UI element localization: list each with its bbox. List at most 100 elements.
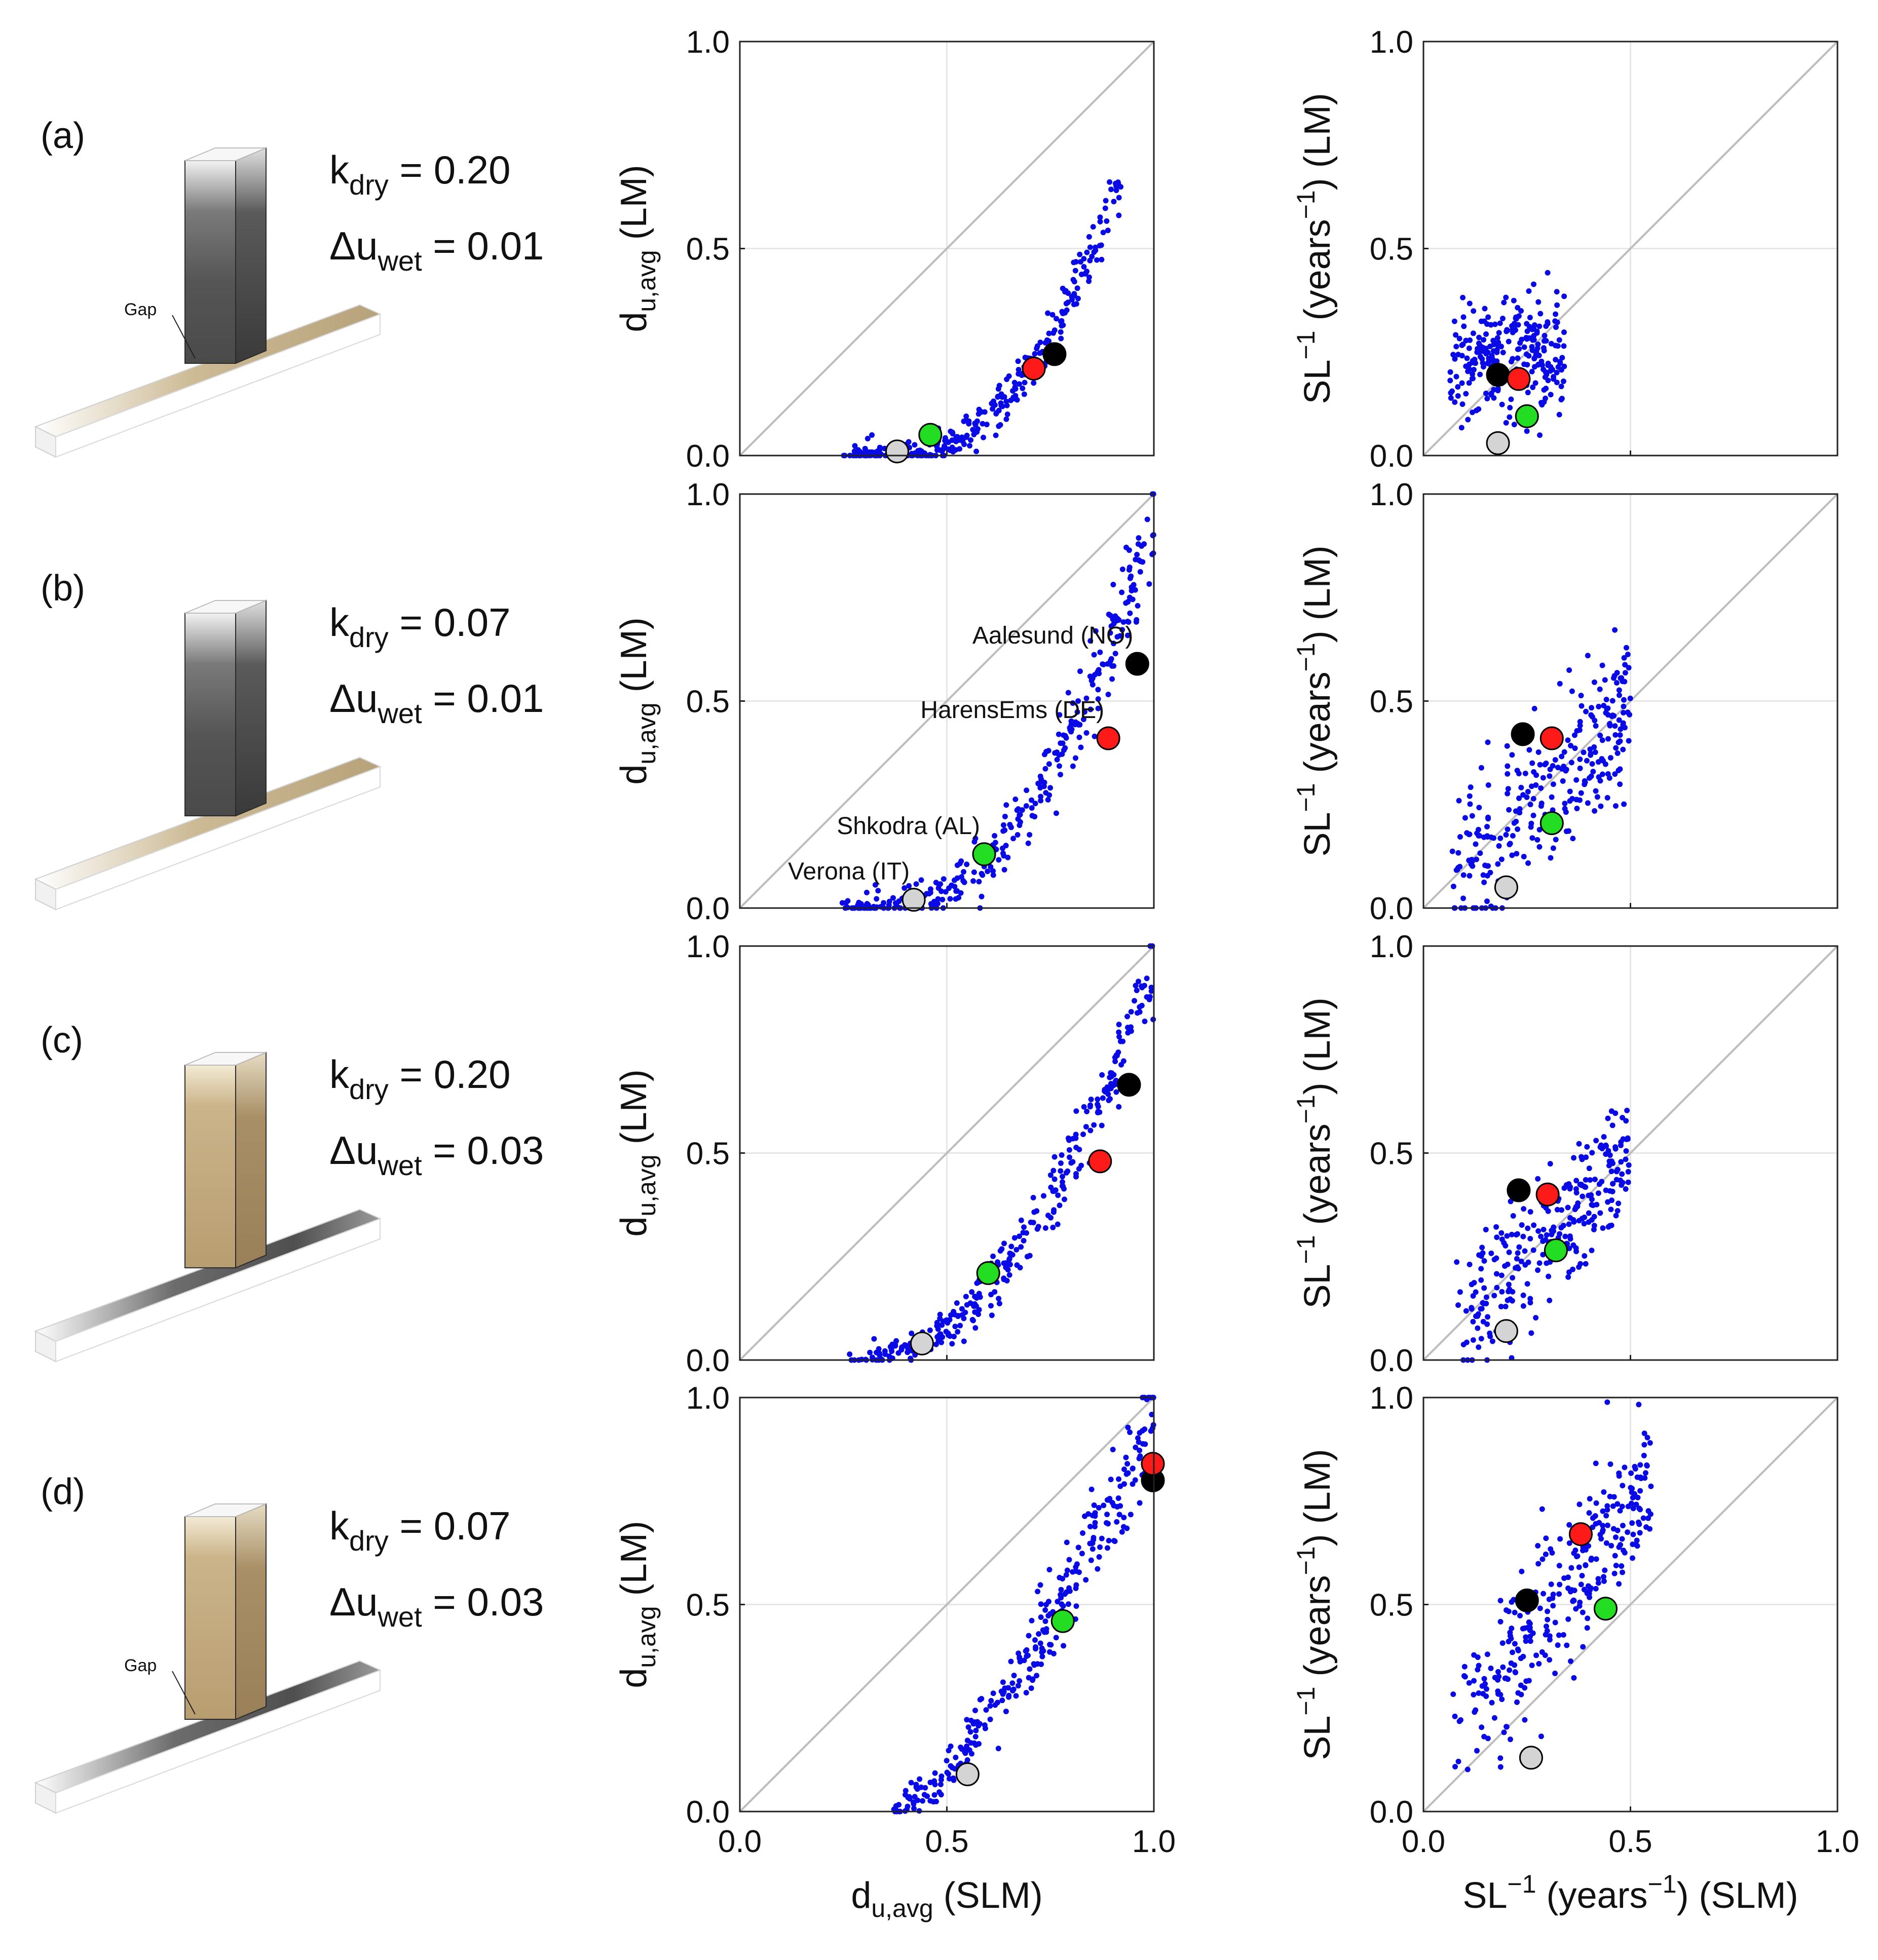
- scatter-point: [1580, 1609, 1586, 1615]
- scatter-point: [1619, 1182, 1625, 1188]
- scatter-point: [982, 1722, 988, 1728]
- scatter-point: [1482, 1681, 1488, 1687]
- scatter-point: [905, 1349, 911, 1355]
- scatter-point: [953, 1754, 959, 1760]
- scatter-point: [934, 1320, 940, 1326]
- scatter-point: [1020, 1229, 1026, 1235]
- scatter-point: [975, 1311, 982, 1317]
- scatter-point: [1121, 1466, 1128, 1473]
- scatter-point: [1123, 1454, 1129, 1460]
- scatter-point: [979, 893, 985, 899]
- scatter-point: [1577, 1261, 1584, 1267]
- scatter-point: [1045, 747, 1051, 753]
- scatter-point: [1520, 792, 1526, 798]
- scatter-point: [1486, 355, 1492, 361]
- scatter-point: [1136, 978, 1142, 985]
- scatter-point: [1494, 1234, 1500, 1240]
- scatter-point: [1588, 773, 1594, 779]
- scatter-point: [948, 1743, 954, 1749]
- scatter-point: [1573, 1190, 1580, 1196]
- scatter-point: [1499, 1696, 1505, 1702]
- scatter-point: [1510, 1275, 1516, 1281]
- scatter-point: [1506, 1249, 1512, 1255]
- scatter-point: [1508, 359, 1514, 365]
- scatter-point: [1452, 1713, 1458, 1719]
- scatter-point: [1132, 1477, 1138, 1483]
- scatter-point: [1063, 300, 1069, 307]
- scatter-point: [1127, 575, 1133, 581]
- scatter-point: [1606, 1162, 1612, 1169]
- scatter-point: [1565, 1204, 1571, 1211]
- scatter-point: [1647, 1440, 1653, 1446]
- scatter-point: [1483, 1227, 1489, 1233]
- scatter-point: [1517, 810, 1523, 816]
- scatter-point: [1619, 1563, 1625, 1569]
- scatter-point: [1502, 1675, 1508, 1681]
- scatter-point: [1457, 863, 1463, 870]
- scatter-point: [1483, 390, 1489, 396]
- scatter-point: [1557, 1536, 1563, 1542]
- scatter-point: [1086, 278, 1092, 284]
- scatter-point: [1630, 1531, 1636, 1537]
- scatter-point: [1125, 599, 1131, 605]
- scatter-point: [1058, 329, 1064, 335]
- scatter-point: [1571, 1219, 1577, 1225]
- highlight-point-red: [1096, 726, 1120, 750]
- scatter-point: [1601, 1578, 1607, 1584]
- scatter-point: [965, 1724, 971, 1730]
- scatter-point: [937, 1311, 943, 1317]
- scatter-point: [1118, 184, 1124, 190]
- scatter-point: [1562, 1233, 1568, 1239]
- scatter-point: [1476, 1690, 1482, 1696]
- scatter-point: [1504, 327, 1510, 333]
- scatter-point: [1544, 1232, 1550, 1238]
- scatter-point: [1475, 1313, 1481, 1319]
- scatter-point: [1620, 1136, 1626, 1142]
- scatter-point: [1485, 1736, 1491, 1742]
- scatter-point: [1111, 663, 1117, 669]
- scatter-point: [1585, 653, 1591, 659]
- scatter-point: [1503, 832, 1509, 838]
- x-axis-label: SL−1 (years−1) (SLM): [1462, 1870, 1798, 1916]
- scatter-point: [1087, 244, 1093, 250]
- scatter-point: [1603, 696, 1609, 702]
- scatter-point: [1527, 1300, 1533, 1306]
- scatter-point: [1545, 378, 1551, 384]
- highlight-point-black: [1042, 342, 1067, 366]
- scatter-point: [886, 898, 892, 904]
- scatter-point: [1558, 384, 1564, 390]
- scatter-point: [865, 904, 871, 910]
- scatter-point: [1630, 1555, 1636, 1561]
- post-front: [184, 1516, 236, 1720]
- scatter-point: [1539, 1556, 1546, 1562]
- highlight-point-black: [1125, 652, 1149, 676]
- scatter-point: [1006, 1692, 1012, 1699]
- scatter-point: [992, 840, 998, 846]
- scatter-point: [1618, 1177, 1624, 1183]
- scatter-point: [1502, 1263, 1508, 1269]
- scatter-point: [1014, 807, 1020, 813]
- scatter-point: [1532, 380, 1538, 386]
- scatter-point: [1023, 1690, 1029, 1696]
- scatter-point: [1619, 1503, 1625, 1510]
- scatter-point: [1485, 814, 1491, 820]
- scatter-point: [1470, 1318, 1476, 1325]
- one-to-one-line: [739, 1397, 1155, 1813]
- scatter-point: [1045, 1599, 1051, 1605]
- scatter-point: [1116, 1034, 1122, 1040]
- scatter-point: [1070, 700, 1076, 706]
- scatter-point: [1015, 1683, 1021, 1689]
- scatter-point: [1526, 335, 1532, 341]
- scatter-point: [1618, 726, 1624, 732]
- scatter-point: [1032, 1637, 1038, 1643]
- scatter-point: [1506, 1608, 1512, 1614]
- scatter-point: [1579, 1573, 1585, 1579]
- scatter-point: [1573, 1178, 1580, 1184]
- scatter-point: [1073, 1171, 1079, 1177]
- scatter-point: [1478, 1266, 1484, 1272]
- scatter-point: [1097, 649, 1103, 655]
- scatter-point: [1045, 797, 1051, 803]
- scatter-point: [1042, 1618, 1048, 1625]
- scatter-point: [1038, 776, 1044, 782]
